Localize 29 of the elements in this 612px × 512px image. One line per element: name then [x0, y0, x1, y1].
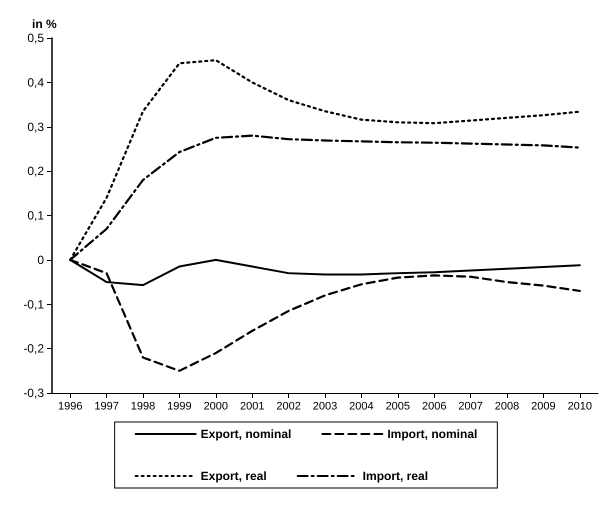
x-tick-label: 1999	[167, 400, 192, 412]
y-tick-label: 0	[37, 252, 44, 267]
x-tick-label: 2006	[422, 400, 446, 412]
y-tick-label: 0,4	[27, 75, 44, 90]
x-tick-label: 2005	[386, 400, 410, 412]
x-tick-label: 2002	[276, 400, 301, 412]
y-tick-label: -0,3	[23, 386, 44, 400]
x-tick-label: 2004	[349, 400, 374, 412]
y-tick-label: 0,5	[27, 31, 44, 45]
legend-label: Import, real	[362, 469, 428, 483]
x-tick-label: 2008	[494, 400, 520, 412]
y-tick-label: 0,3	[27, 120, 44, 134]
x-tick-label: 1996	[58, 400, 82, 412]
x-tick-label: 2001	[240, 400, 264, 412]
legend-label: Export, real	[200, 469, 267, 483]
x-tick-label: 2010	[568, 400, 592, 412]
x-tick-label: 1998	[130, 400, 156, 412]
y-tick-label: -0,2	[23, 342, 44, 356]
x-tick-label: 2007	[458, 400, 483, 412]
y-tick-label: -0,1	[23, 297, 44, 312]
y-tick-label: 0,2	[27, 164, 44, 178]
legend-label: Export, nominal	[200, 427, 292, 441]
legend-label: Import, nominal	[387, 427, 478, 441]
y-tick-label: 0,1	[27, 208, 44, 222]
x-tick-label: 2003	[312, 400, 338, 412]
y-axis-title: in %	[32, 17, 57, 31]
x-tick-label: 1997	[94, 400, 119, 412]
x-tick-label: 2000	[204, 400, 228, 412]
x-tick-label: 2009	[531, 400, 556, 412]
